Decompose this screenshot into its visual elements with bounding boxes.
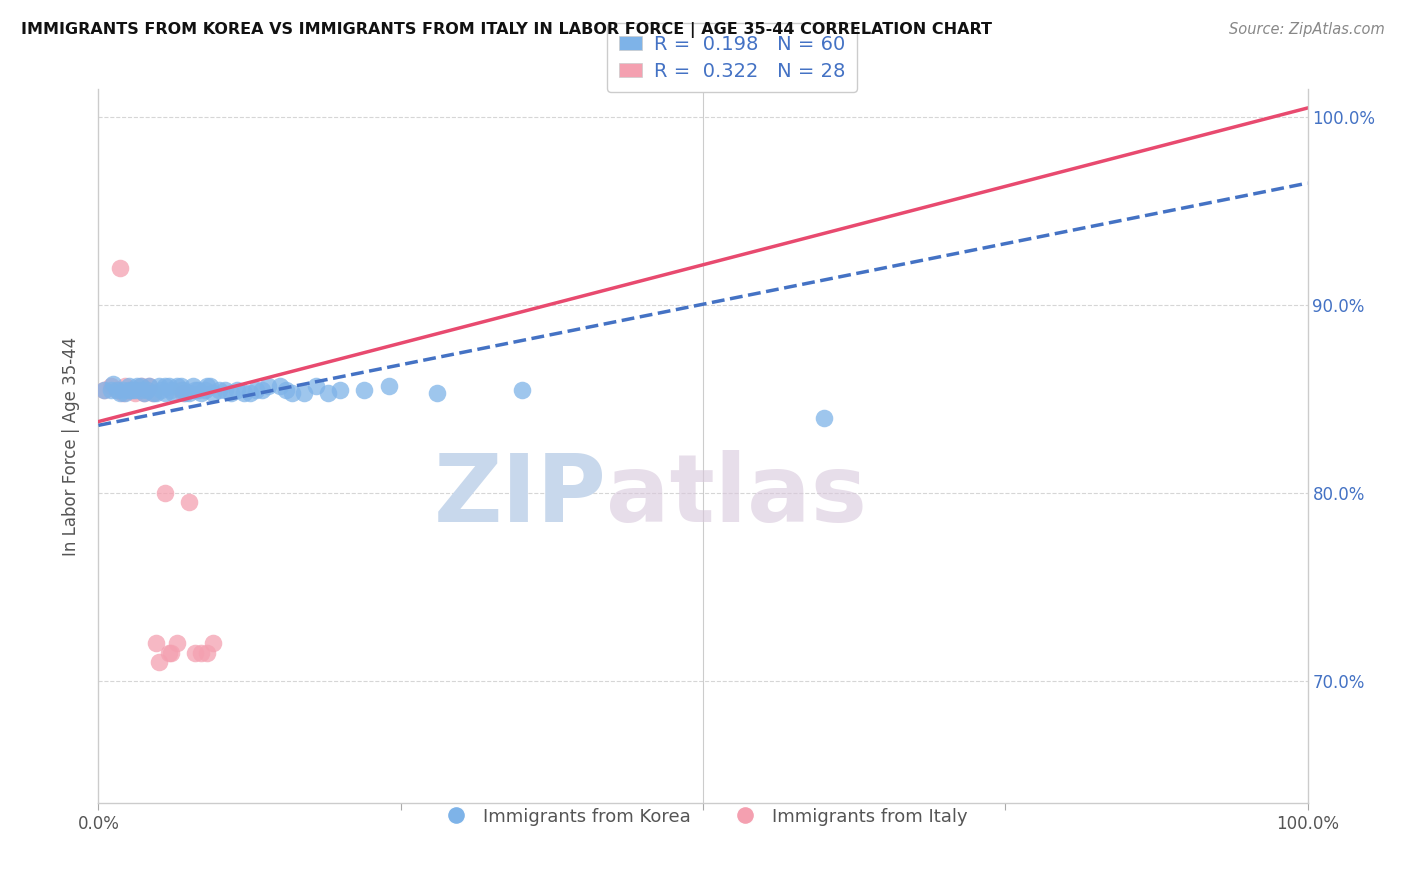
Point <box>292 386 315 401</box>
Point <box>174 386 197 401</box>
Text: Source: ZipAtlas.com: Source: ZipAtlas.com <box>1229 22 1385 37</box>
Point <box>184 646 207 660</box>
Point <box>250 383 273 397</box>
Point <box>135 383 157 397</box>
Text: IMMIGRANTS FROM KOREA VS IMMIGRANTS FROM ITALY IN LABOR FORCE | AGE 35-44 CORREL: IMMIGRANTS FROM KOREA VS IMMIGRANTS FROM… <box>21 22 993 38</box>
Point <box>129 379 152 393</box>
Point <box>100 379 122 393</box>
Point <box>145 386 167 401</box>
Point <box>232 386 254 401</box>
Point <box>195 379 218 393</box>
Point <box>172 383 194 397</box>
Point <box>138 379 160 393</box>
Point <box>150 383 173 397</box>
Point <box>105 383 128 397</box>
Point <box>157 379 180 393</box>
Point <box>274 383 297 397</box>
Point <box>245 383 267 397</box>
Point <box>101 377 124 392</box>
Point <box>202 636 225 650</box>
Point <box>329 383 352 397</box>
Point <box>118 383 141 397</box>
Point <box>105 383 128 397</box>
Point <box>190 386 212 401</box>
Point <box>124 383 146 397</box>
Point <box>111 386 134 401</box>
Point <box>124 386 146 401</box>
Point <box>281 386 304 401</box>
Point <box>135 383 157 397</box>
Point <box>118 379 141 393</box>
Point <box>108 386 131 401</box>
Point <box>114 386 136 401</box>
Point <box>127 379 149 393</box>
Point <box>100 383 122 397</box>
Point <box>153 379 176 393</box>
Point <box>195 646 218 660</box>
Point <box>214 383 236 397</box>
Point <box>148 655 170 669</box>
Point <box>377 379 399 393</box>
Point <box>134 386 156 401</box>
Point <box>181 379 204 393</box>
Point <box>179 386 201 401</box>
Point <box>129 383 152 397</box>
Point <box>202 386 225 401</box>
Point <box>256 379 278 393</box>
Point <box>510 383 533 397</box>
Point <box>153 486 176 500</box>
Text: atlas: atlas <box>606 450 868 542</box>
Point <box>269 379 291 393</box>
Point <box>426 386 449 401</box>
Point <box>138 379 160 393</box>
Y-axis label: In Labor Force | Age 35-44: In Labor Force | Age 35-44 <box>62 336 80 556</box>
Text: ZIP: ZIP <box>433 450 606 542</box>
Point <box>198 379 221 393</box>
Point <box>134 386 156 401</box>
Point <box>190 646 212 660</box>
Point <box>179 495 201 509</box>
Point <box>221 386 243 401</box>
Point <box>157 646 180 660</box>
Point <box>108 260 131 275</box>
Point <box>166 636 188 650</box>
Point <box>166 379 188 393</box>
Point <box>239 386 262 401</box>
Point <box>813 410 835 425</box>
Point <box>148 379 170 393</box>
Point <box>208 383 231 397</box>
Point <box>160 383 183 397</box>
Point <box>142 386 165 401</box>
Point <box>226 383 249 397</box>
Legend: Immigrants from Korea, Immigrants from Italy: Immigrants from Korea, Immigrants from I… <box>430 801 976 833</box>
Point <box>184 383 207 397</box>
Point <box>121 383 143 397</box>
Point <box>160 646 183 660</box>
Point <box>169 379 191 393</box>
Point <box>172 386 194 401</box>
Point <box>145 636 167 650</box>
Point <box>111 383 134 397</box>
Point <box>194 383 217 397</box>
Point <box>153 386 176 401</box>
Point <box>187 383 209 397</box>
Point <box>142 386 165 401</box>
Point <box>169 383 191 397</box>
Point <box>353 383 375 397</box>
Point <box>114 379 136 393</box>
Point <box>93 383 115 397</box>
Point <box>305 379 328 393</box>
Point <box>121 383 143 397</box>
Point <box>127 383 149 397</box>
Point <box>162 386 184 401</box>
Point <box>93 383 115 397</box>
Point <box>316 386 339 401</box>
Point <box>129 379 152 393</box>
Point <box>118 383 141 397</box>
